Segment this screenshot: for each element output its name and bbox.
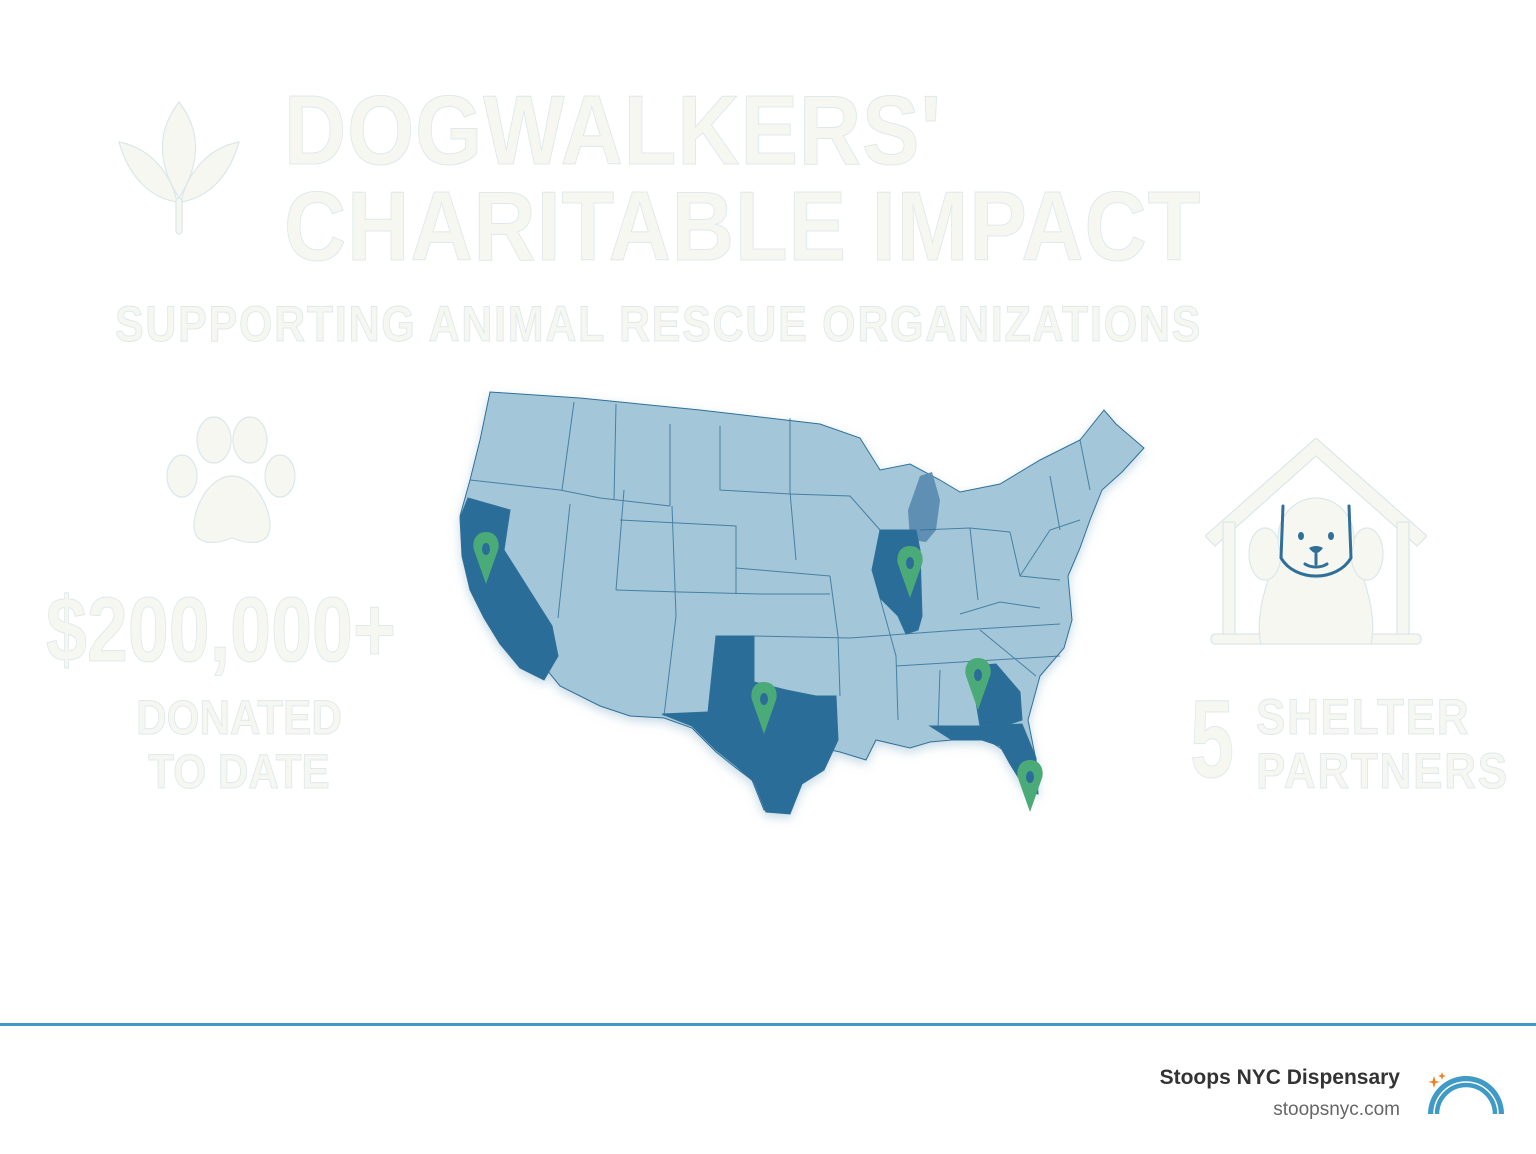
pin-icon-florida xyxy=(1017,760,1043,812)
shelter-label: SHELTER PARTNERS xyxy=(1256,689,1509,799)
page-subtitle: SUPPORTING ANIMAL RESCUE ORGANIZATIONS xyxy=(115,296,1203,353)
donated-label: DONATED TO DATE xyxy=(117,692,362,800)
pin-icon-texas xyxy=(751,682,777,734)
brand-name: Stoops NYC Dispensary xyxy=(1159,1066,1400,1089)
us-map xyxy=(459,391,1145,815)
pin-icon-georgia xyxy=(965,658,991,710)
shelter-count: 5 xyxy=(1190,678,1235,801)
title-line-1: DOGWALKERS' xyxy=(284,75,942,185)
donated-label-line-1: DONATED xyxy=(136,692,343,746)
page-title: DOGWALKERS' CHARITABLE IMPACT xyxy=(284,75,1202,281)
donated-label-line-2: TO DATE xyxy=(148,746,330,800)
shelter-label-line-1: SHELTER xyxy=(1256,689,1471,745)
donated-amount: $200,000+ xyxy=(46,579,397,681)
paw-icon xyxy=(166,416,296,544)
state-texas xyxy=(661,635,839,815)
dog-house-icon xyxy=(1205,438,1427,645)
pin-icon-illinois xyxy=(897,546,923,598)
map-pins xyxy=(473,532,1043,812)
brand-url[interactable]: stoopsnyc.com xyxy=(1273,1099,1400,1120)
shelter-label-line-2: PARTNERS xyxy=(1256,743,1509,799)
leaf-icon xyxy=(118,101,240,235)
footer-divider xyxy=(0,1023,1536,1026)
pin-icon-california xyxy=(473,532,499,584)
us-mainland xyxy=(459,391,1145,813)
lake-michigan xyxy=(908,472,940,542)
title-line-2: CHARITABLE IMPACT xyxy=(284,171,1202,281)
rainbow-sparkle-logo xyxy=(1428,1072,1504,1115)
